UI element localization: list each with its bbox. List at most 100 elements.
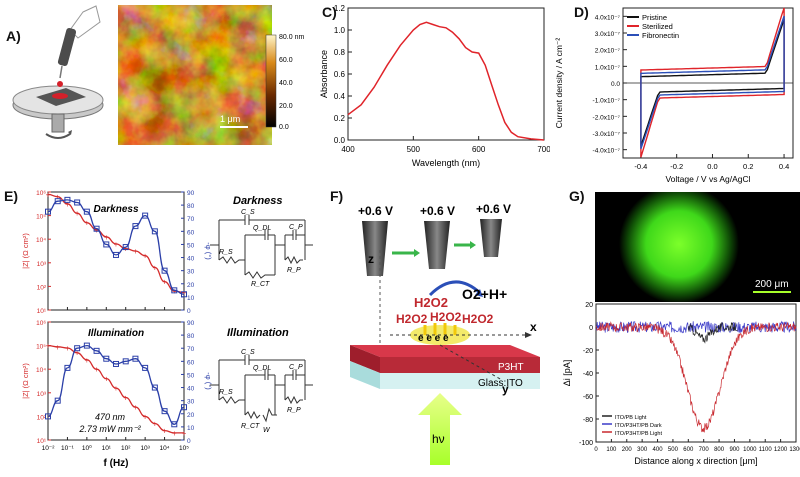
p3ht-label: P3HT — [498, 362, 524, 373]
phase-marker — [74, 199, 81, 206]
x-tick-label: 600 — [472, 145, 486, 154]
plot-frame — [47, 321, 185, 441]
phase-marker — [113, 360, 119, 367]
x-tick-label: 0.2 — [743, 162, 753, 171]
delta-current-chart: 0 100 200 300 400 500 600 700 800 900 1000 1100 1200… — [562, 302, 800, 466]
bode-line-phase — [47, 199, 185, 295]
equivalent-circuits: Darkness C_S Q_DL C_P R_S R_CT R_P Illum… — [210, 195, 313, 434]
p3ht-layer-top — [350, 345, 540, 357]
h2o2-label: H2O2 — [414, 295, 448, 310]
y-right-tick-label: 20 — [187, 282, 195, 289]
glass-ito-label: Glass:ITO — [478, 378, 523, 389]
phase-marker — [181, 404, 187, 411]
y-right-tick-label: 90 — [187, 190, 195, 197]
legend-label: ITO/P3HT/PB Light — [615, 431, 662, 437]
y-tick-label: 10³ — [37, 261, 47, 268]
impedance-marker: + — [104, 375, 109, 384]
chart-title-illumination: Illumination — [88, 328, 144, 339]
phase-marker — [103, 241, 110, 248]
y-tick-label: 10⁴ — [36, 367, 46, 374]
x-tick-label: 10⁻¹ — [61, 445, 75, 452]
x-tick-label: 200 — [622, 447, 633, 453]
x-tick-label: 0.4 — [779, 162, 789, 171]
y-tick-label: 1.2 — [334, 4, 346, 13]
absorbance-chart: 400 500 600 700 0.0 0.2 0.4 0.6 0.8 1.0 1.2 Wavelen… — [319, 4, 550, 168]
colorbar-tick: 40.0 — [279, 80, 293, 87]
y-tick-label: 0.2 — [334, 114, 346, 123]
x-axis-label: Distance along x direction [μm] — [634, 456, 757, 466]
impedance-marker: + — [85, 219, 90, 228]
y-tick-label: 0.8 — [334, 48, 346, 57]
x-tick-label: 10⁴ — [160, 445, 170, 452]
y-tick-label: 0.6 — [334, 70, 346, 79]
y-right-tick-label: 40 — [187, 256, 195, 263]
phase-marker — [93, 347, 100, 354]
y-tick-label: -40 — [583, 371, 593, 378]
x-axis-label: Voltage / V vs Ag/AgCl — [665, 174, 750, 184]
impedance-marker: + — [153, 264, 158, 273]
voltage-label: +0.6 V — [476, 202, 511, 216]
y-tick-label: 0 — [589, 325, 593, 332]
phase-marker — [132, 223, 139, 230]
impedance-marker: + — [94, 365, 99, 374]
x-tick-label: 10² — [121, 445, 131, 452]
legend-label: Fibronectin — [642, 31, 679, 40]
x-tick-label: 10³ — [140, 445, 150, 452]
x-tick-label: 1000 — [743, 447, 757, 453]
circuit-rct-label: R_CT — [251, 281, 270, 288]
y-tick-label: 1.0 — [334, 26, 346, 35]
impedance-marker: + — [46, 342, 51, 351]
y-right-tick-label: 50 — [187, 242, 195, 249]
phase-marker — [132, 355, 139, 362]
phase-marker — [161, 408, 168, 415]
chart-title-darkness: Darkness — [93, 204, 138, 215]
spin-coater-illustration — [12, 5, 104, 139]
circuit-rs-label: R_S — [219, 249, 233, 256]
x-tick-label: 700 — [537, 145, 550, 154]
circuit-cs-label: C_S — [241, 209, 255, 216]
impedance-marker: + — [94, 226, 99, 235]
probe-tip — [424, 221, 450, 269]
circuit-cs-label: C_S — [241, 349, 255, 356]
y-right-tick-label: 30 — [187, 399, 195, 406]
circuit-title-darkness: Darkness — [233, 195, 283, 207]
circuit-rp-label: R_P — [287, 267, 301, 274]
legend-label: Sterilized — [642, 22, 673, 31]
y-tick-label: -80 — [583, 417, 593, 424]
phase-marker — [45, 208, 51, 215]
y-right-tick-label: 30 — [187, 269, 195, 276]
y-right-tick-label: 60 — [187, 229, 195, 236]
y-tick-label: 20 — [585, 302, 593, 309]
products-label: O2+H+ — [462, 286, 507, 302]
panel-a-label: A) — [6, 28, 21, 44]
panel-g-label: G) — [569, 188, 585, 204]
p3ht-layer — [380, 357, 540, 373]
y-tick-label: -60 — [583, 394, 593, 401]
y-tick-label: -4.0x10⁻⁷ — [593, 148, 621, 155]
h2o2-label: H2O2 — [396, 312, 428, 326]
circuit-title-illumination: Illumination — [227, 327, 289, 339]
cv-curve-sterilized — [640, 7, 785, 158]
absorbance-line — [347, 21, 545, 141]
y-tick-label: 10⁴ — [36, 237, 46, 244]
impedance-charts: 10¹ 10² 10³ 10⁴ 10⁵ 10⁶ 0 10 20 30 40 50 60 70 80 90 |Z|… — [22, 190, 212, 469]
y-left-axis-label: |Z| (Ω cm²) — [22, 363, 30, 399]
y-tick-label: -3.0x10⁻⁷ — [593, 131, 621, 138]
y-tick-label: 10² — [37, 284, 47, 291]
y-tick-label: 10⁶ — [36, 190, 46, 197]
current-trace — [595, 321, 797, 433]
h2o2-label: H2O2 — [430, 310, 462, 324]
y-axis-label: Δi [pA] — [562, 360, 572, 387]
impedance-marker: + — [182, 429, 187, 438]
phase-marker — [151, 228, 158, 235]
panel-d-label: D) — [574, 4, 589, 20]
circuit-qdl-label: Q_DL — [253, 225, 271, 232]
legend-label: Pristine — [642, 13, 667, 22]
circuit-qdl-label: Q_DL — [253, 365, 271, 372]
y-right-tick-label: 70 — [187, 216, 195, 223]
x-axis-label: Wavelength (nm) — [412, 158, 480, 168]
phase-marker — [103, 355, 110, 362]
impedance-marker: + — [172, 287, 177, 296]
y-tick-label: 4.0x10⁻⁷ — [595, 14, 621, 21]
photo-oxidation-schematic: +0.6 V +0.6 V +0.6 V z H2O2 O2+H+ H2O2 H… — [350, 202, 540, 465]
